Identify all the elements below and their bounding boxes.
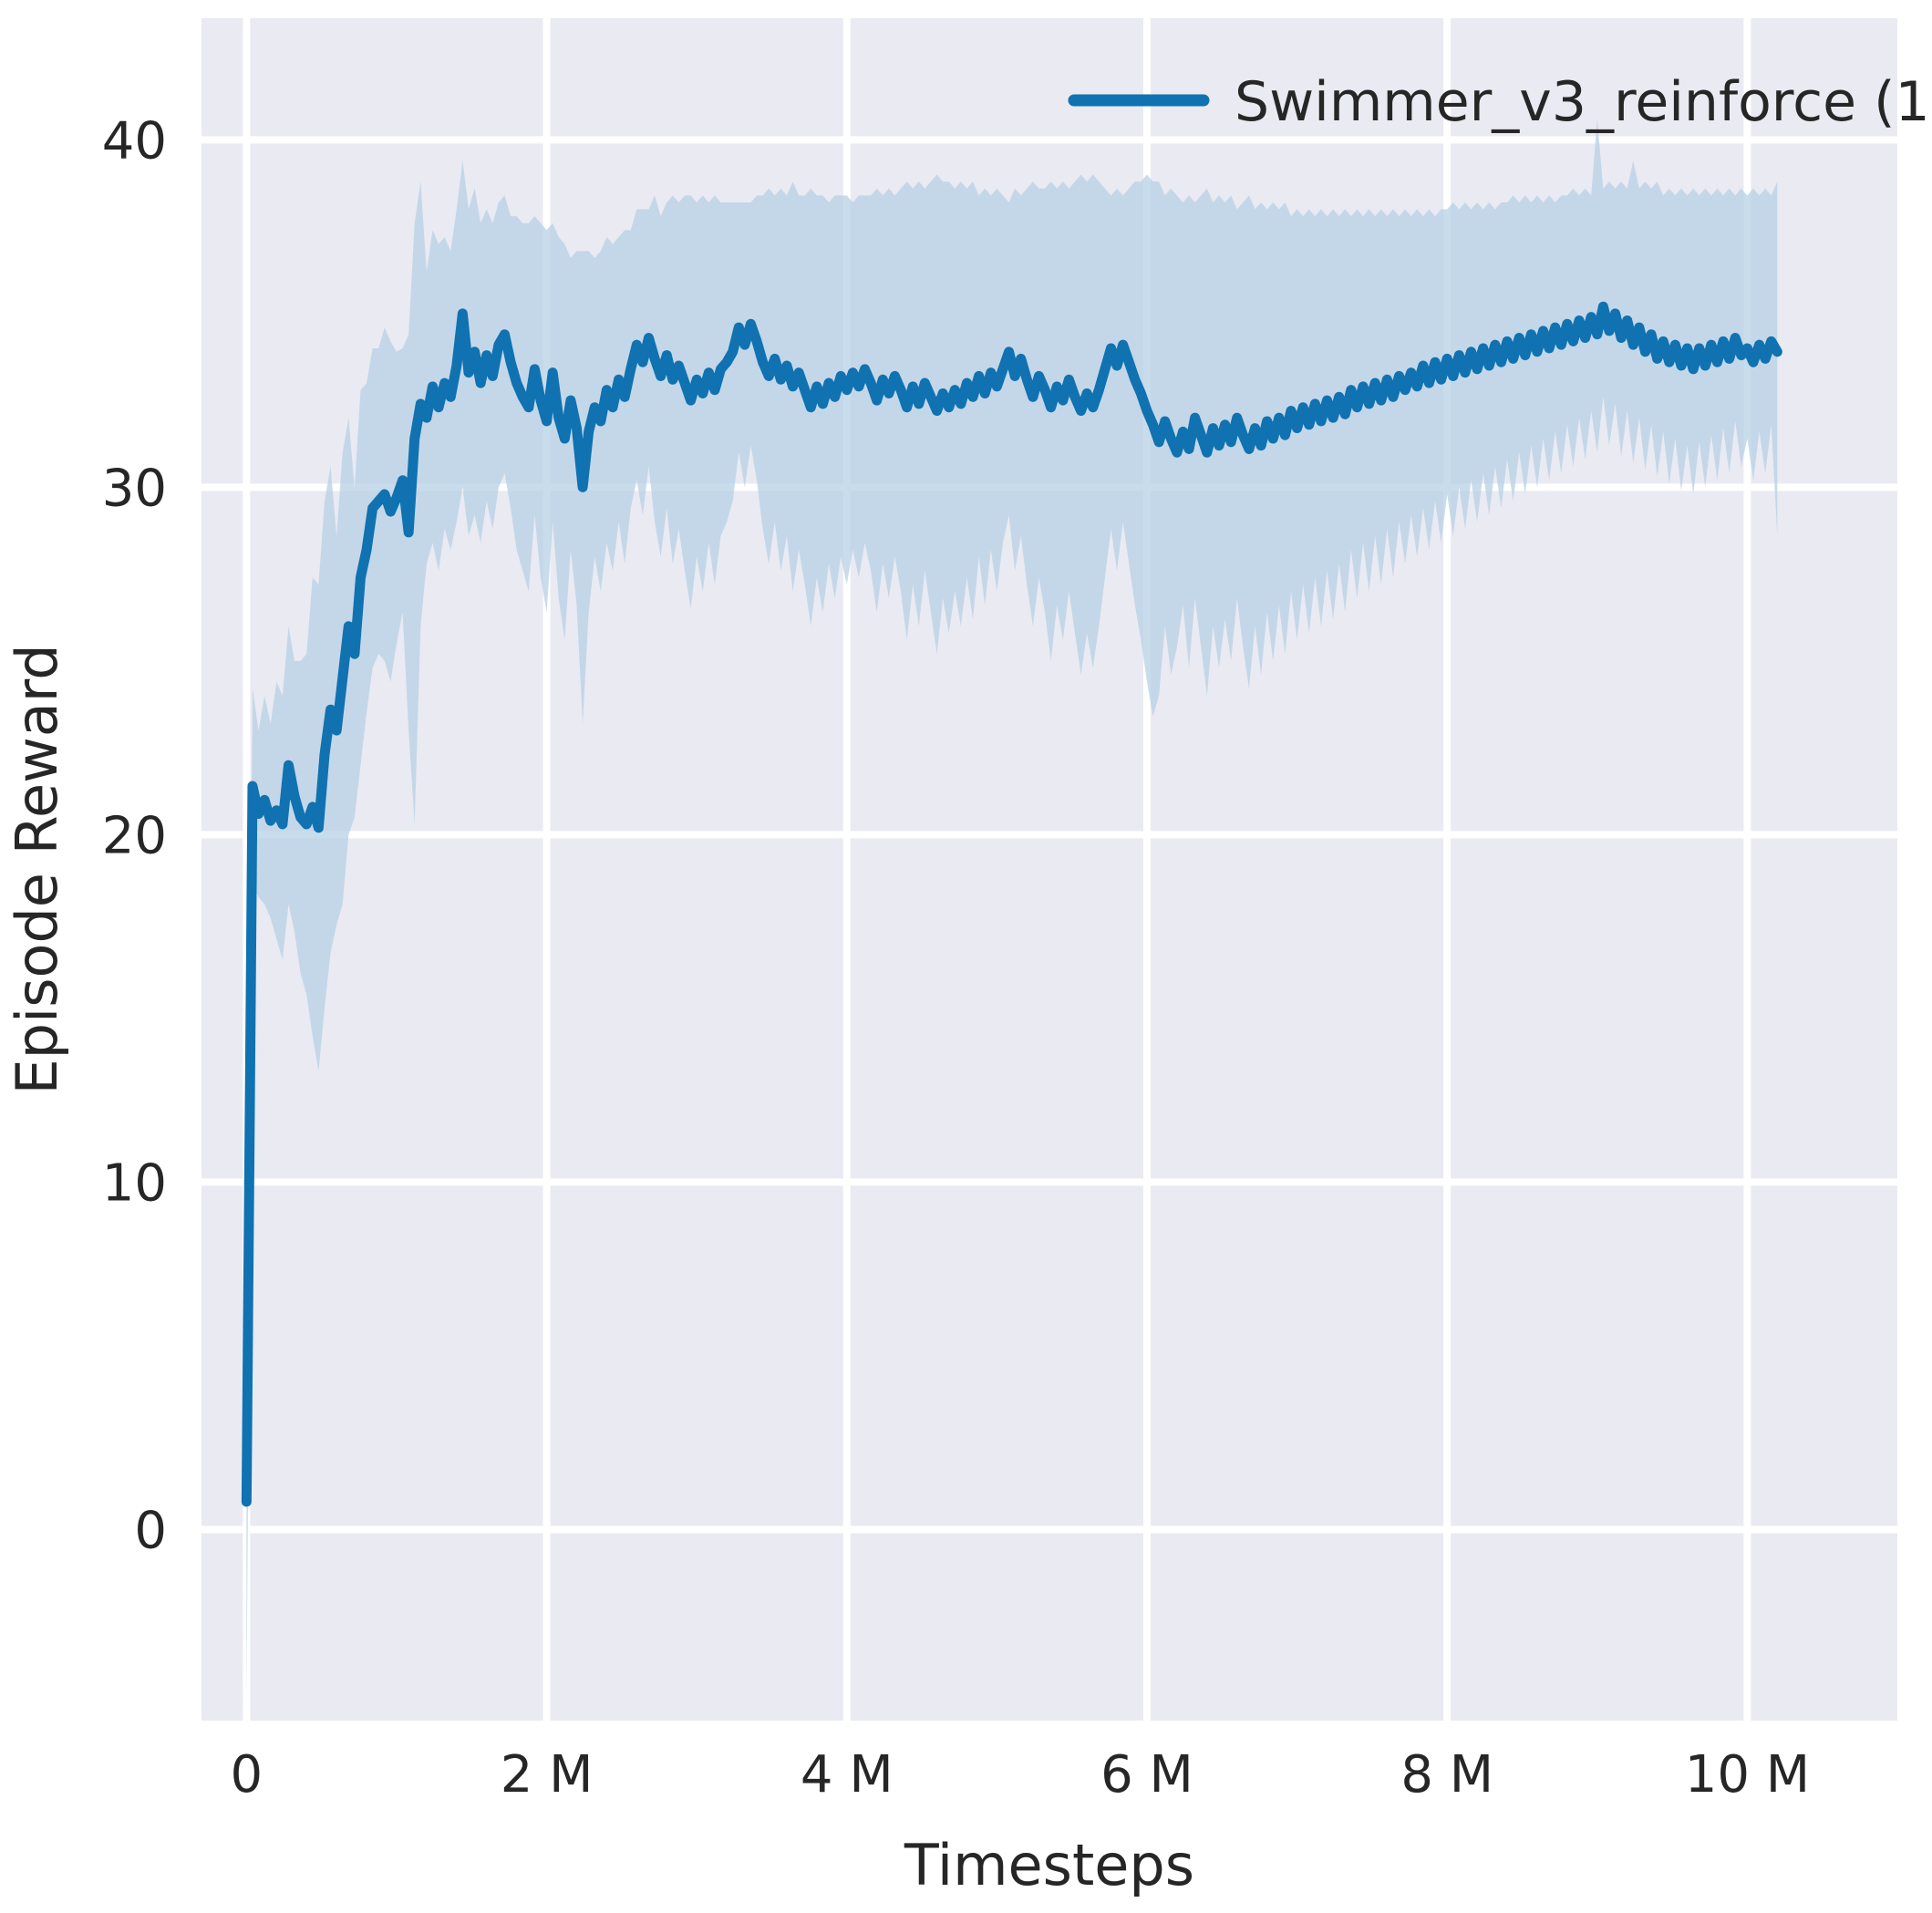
y-tick-label: 10 [102, 1153, 167, 1213]
y-tick-label: 30 [102, 459, 167, 518]
series-line-0 [241, 301, 1782, 1507]
y-axis-title: Episode Reward [4, 644, 70, 1094]
x-tick-label: 10 M [1685, 1745, 1810, 1804]
y-axis-tick-labels: 0 10 20 30 40 [102, 111, 167, 1560]
series-line [241, 301, 1782, 1507]
x-axis-tick-labels: 0 2 M 4 M 6 M 8 M 10 M [231, 1745, 1811, 1804]
y-tick-label: 0 [134, 1501, 167, 1560]
x-tick-label: 4 M [801, 1745, 894, 1804]
legend-label[interactable]: Swimmer_v3_reinforce (10) [1235, 70, 1932, 134]
x-tick-label: 8 M [1400, 1745, 1493, 1804]
chart-legend[interactable]: Swimmer_v3_reinforce (10) [1068, 70, 1932, 134]
x-tick-label: 0 [231, 1745, 263, 1804]
x-tick-label: 6 M [1100, 1745, 1193, 1804]
x-tick-label: 2 M [501, 1745, 594, 1804]
confidence-band [246, 119, 1778, 1703]
y-tick-label: 20 [102, 806, 167, 865]
y-tick-label: 40 [102, 111, 167, 171]
confidence-band-area-0 [246, 119, 1778, 1703]
x-axis-title: Timesteps [904, 1832, 1194, 1898]
